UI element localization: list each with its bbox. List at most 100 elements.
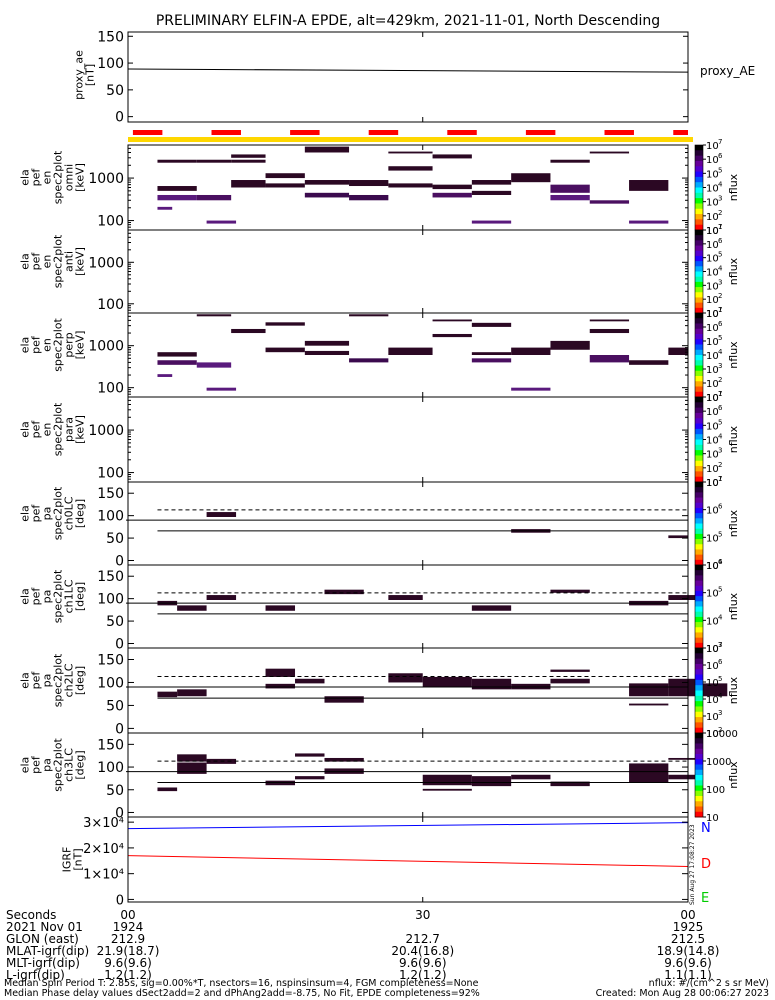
spec-omni-colorbar-tick-exp: 4 [718, 181, 723, 189]
pa-ch3LC-cell [422, 774, 472, 786]
igrf-legend-D: D [701, 857, 711, 872]
sector-bar-mark [447, 130, 477, 135]
footer-note-phase: Median Phase delay values dSect2add=2 an… [4, 988, 480, 999]
spec-perp-colorbar-tick-label: 10 [706, 323, 719, 334]
spec-anti-ylabel-line: spec2plot [52, 234, 65, 288]
igrf-ytick-label: 0 [116, 893, 124, 908]
spec-omni-cell [432, 154, 472, 159]
proxy-ae-ytick-label: 100 [97, 56, 124, 72]
spec-anti-colorbar-swatch [695, 261, 703, 267]
pa-ch1LC-colorbar-swatch [695, 580, 703, 587]
pa-ch0LC-colorbar-swatch [695, 533, 703, 540]
spec-omni-cell [157, 206, 173, 210]
pa-ch0LC-ylabel-line: ela [19, 505, 32, 522]
pa-ch0LC-colorbar-swatch [695, 544, 703, 550]
spec-perp-colorbar-swatch [695, 323, 703, 330]
spec-omni-colorbar-swatch [695, 182, 703, 188]
spec-anti-colorbar-tick-exp: 6 [718, 237, 723, 245]
pa-ch3LC-colorbar-tick-label: 100 [706, 785, 725, 796]
pa-ch2LC-colorbar-swatch [695, 695, 703, 702]
pa-ch2LC-cell [629, 683, 669, 697]
spec-omni-cell [304, 192, 350, 198]
pa-ch1LC-ylabel-line: ch1LC [63, 579, 76, 613]
spec-omni-cell [471, 220, 512, 224]
spec-para-colorbar-tick-label: 10 [706, 436, 719, 447]
spec-omni-colorbar-swatch [695, 176, 703, 183]
proxy-ae-ylabel-line: [nT] [84, 64, 97, 86]
spec-anti-ylabel-line: [keV] [74, 247, 87, 276]
footer-row-label: MLAT-igrf(dip) [6, 944, 90, 958]
spec-omni-cell [589, 200, 630, 204]
spec-anti-colorbar-tick-label: 10 [706, 281, 719, 292]
pa-ch2LC-ylabel-line: pa [41, 674, 54, 688]
pa-ch0LC-colorbar-swatch [695, 518, 703, 524]
spec-para-colorbar-swatch [695, 423, 703, 430]
pa-ch2LC-colorbar-swatch [695, 648, 703, 654]
pa-ch0LC-colorbar-swatch [695, 559, 703, 566]
spec-perp-cell [589, 328, 630, 334]
pa-ch1LC-cell [668, 595, 698, 600]
spec-omni-cell [231, 159, 266, 163]
pa-ch3LC-cell [157, 787, 178, 792]
spec-anti-colorbar-tick-label: 10 [706, 295, 719, 306]
pa-ch0LC-colorbar-swatch [695, 523, 703, 530]
spec-perp-cell [589, 355, 630, 363]
spec-para-colorbar-swatch [695, 476, 703, 483]
pa-ch2LC-cell [550, 678, 590, 684]
spec-anti-ylabel-line: en [41, 255, 54, 269]
pa-ch3LC-frame [127, 732, 689, 818]
spec-anti-ylabel-line: ela [19, 253, 32, 270]
pa-ch1LC-ytick-label: 0 [115, 637, 124, 653]
spec-perp-cell [206, 387, 237, 391]
spec-anti-colorbar-tick-label: 10 [706, 309, 719, 320]
pa-ch2LC-colorbar-tick-label: 10 [706, 678, 719, 689]
spec-para-colorbar-swatch [695, 407, 703, 414]
footer-row-value: 1.2(1.2) [398, 968, 447, 982]
spec-anti-colorbar-swatch [695, 271, 703, 278]
footer-row-value: 30 [415, 908, 431, 922]
pa-ch2LC-colorbar-swatch [695, 653, 703, 660]
spec-para-ylabel-line: en [41, 423, 54, 437]
sector-bar-band [128, 137, 693, 142]
pa-ch3LC-ytick-label: 50 [106, 783, 124, 799]
spec-perp-ylabel-line: perp [63, 332, 76, 357]
igrf-legend-N: N [701, 821, 711, 836]
pa-ch2LC-colorbar-tick-label: 10 [706, 712, 719, 723]
spec-anti-colorbar-tick-label: 10 [706, 268, 719, 279]
spec-omni-cell [629, 220, 669, 224]
spec-perp-ylabel-line: [keV] [74, 331, 87, 360]
sector-bar-mark [525, 130, 556, 135]
footer-row-label: L-igrf(dip) [6, 968, 65, 982]
pa-ch2LC-frame [127, 647, 689, 734]
pa-ch0LC-ytick-label: 100 [97, 509, 124, 525]
pa-ch1LC-colorbar-swatch [695, 601, 703, 607]
pa-ch2LC-ylabel-line: ela [19, 672, 32, 689]
spec-omni-colorbar-label: nflux [727, 173, 740, 201]
spec-perp-colorbar-swatch [695, 370, 703, 377]
spec-anti-colorbar-tick-label: 10 [706, 254, 719, 265]
pa-ch2LC-cell [550, 669, 590, 672]
pa-ch2LC-ylabel-line: pef [30, 671, 43, 690]
spec-anti-ytick-label: 1000 [88, 255, 124, 271]
pa-ch0LC-ytick-label: 50 [106, 531, 124, 547]
spec-omni-cell [388, 166, 433, 171]
spec-omni-cell [432, 184, 472, 190]
spec-omni-colorbar-tick-exp: 1 [718, 223, 722, 231]
pa-ch2LC-colorbar-tick-label: 10 [706, 695, 719, 706]
spec-anti-colorbar-swatch [695, 276, 703, 283]
pa-ch0LC-ylabel-line: ch0LC [63, 496, 76, 530]
footer-created: Created: Mon Aug 28 00:06:27 2023 [595, 988, 769, 999]
spec-para-colorbar-label-wrap: nflux [727, 425, 740, 453]
spec-omni-cell [471, 180, 512, 185]
spec-omni-cell [304, 146, 350, 153]
pa-ch1LC-colorbar-tick-exp: 4 [718, 613, 723, 621]
pa-ch3LC-ytick-label: 0 [115, 805, 124, 821]
spec-perp-colorbar-swatch [695, 344, 703, 351]
pa-ch1LC-colorbar-tick-label: 10 [706, 561, 719, 572]
pa-ch3LC-colorbar-swatch [695, 743, 703, 750]
spec-perp-colorbar-swatch [695, 355, 703, 361]
pa-ch2LC-ytick-label: 0 [115, 721, 124, 737]
spec-omni-cell [206, 220, 237, 224]
